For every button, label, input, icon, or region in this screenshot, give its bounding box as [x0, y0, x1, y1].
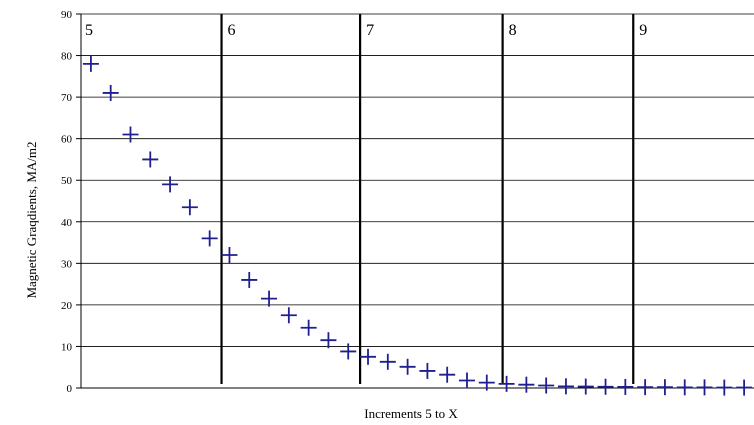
y-tick-label: 10 — [61, 341, 73, 353]
division-label: 6 — [228, 22, 236, 39]
y-tick-label: 60 — [61, 134, 73, 146]
y-tick-label: 20 — [61, 300, 73, 312]
data-point — [597, 378, 614, 395]
y-tick-labels: 0 10 20 30 40 50 60 70 80 90 — [61, 9, 73, 395]
data-point — [419, 362, 436, 379]
division-label: 7 — [366, 22, 374, 39]
data-point — [320, 332, 337, 349]
division-label: 9 — [639, 22, 647, 39]
data-point — [538, 377, 555, 394]
data-point — [82, 55, 99, 72]
data-point — [557, 378, 574, 395]
data-point — [142, 151, 159, 168]
gridlines — [81, 13, 754, 389]
y-tick-label: 50 — [61, 175, 73, 187]
data-point — [360, 348, 377, 365]
division-label: 8 — [509, 22, 517, 39]
data-point — [181, 199, 198, 216]
data-point — [122, 126, 139, 143]
data-point — [201, 230, 218, 247]
data-point — [656, 379, 673, 396]
data-point — [221, 247, 238, 264]
data-point — [300, 319, 317, 336]
data-point — [102, 84, 119, 101]
data-point — [617, 378, 634, 395]
axes — [76, 13, 754, 389]
y-tick-label: 90 — [61, 9, 73, 21]
data-point — [261, 290, 278, 307]
y-tick-label: 80 — [61, 51, 73, 63]
data-point — [736, 379, 753, 396]
data-point — [458, 372, 475, 389]
x-axis-title: Increments 5 to X — [364, 406, 458, 421]
data-point — [518, 376, 535, 393]
data-point — [676, 379, 693, 396]
data-point — [162, 176, 179, 193]
data-point — [399, 358, 416, 375]
y-tick-label: 40 — [61, 217, 73, 229]
data-point — [340, 343, 357, 360]
data-points — [82, 55, 753, 396]
data-point — [478, 374, 495, 391]
y-axis-title: Magnetic Graqdients, MA/m2 — [24, 141, 39, 298]
y-tick-label: 70 — [61, 92, 73, 104]
data-point — [280, 307, 297, 324]
data-point — [498, 375, 515, 392]
data-point — [379, 353, 396, 370]
division-labels: 5 6 7 8 9 — [85, 22, 647, 39]
data-point — [439, 366, 456, 383]
data-point — [716, 379, 733, 396]
division-lines — [220, 14, 635, 384]
data-point — [696, 379, 713, 396]
data-point — [577, 378, 594, 395]
y-tick-label: 0 — [67, 383, 73, 395]
data-point — [637, 379, 654, 396]
y-tick-label: 30 — [61, 258, 73, 270]
division-label: 5 — [85, 22, 93, 39]
data-point — [241, 271, 258, 288]
